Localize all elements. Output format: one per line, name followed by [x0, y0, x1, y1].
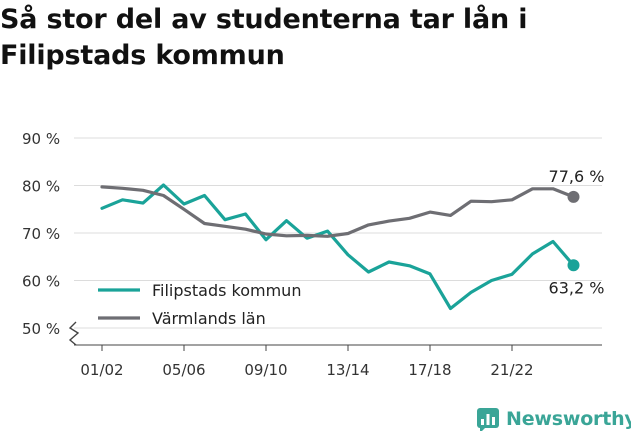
axis-break-icon	[68, 321, 80, 346]
legend-label: Filipstads kommun	[152, 281, 301, 300]
series-line-filipstad	[100, 183, 576, 311]
x-tick-label: 09/10	[244, 361, 287, 379]
y-tick-label: 80 %	[22, 178, 60, 196]
x-tick-label: 21/22	[490, 361, 533, 379]
legend: Filipstads kommun Värmlands län	[98, 281, 301, 328]
end-point-marker	[567, 190, 580, 203]
y-tick-label: 50 %	[22, 320, 60, 338]
x-tick-label: 01/02	[80, 361, 123, 379]
x-axis: 01/02 05/06 09/10 13/14 17/18 21/22	[74, 344, 602, 379]
newsworthy-brand: Newsworthy	[476, 407, 631, 431]
x-tick-label: 17/18	[408, 361, 451, 379]
grid-lines	[74, 137, 602, 329]
series-line-varmland	[100, 185, 576, 238]
y-tick-label: 90 %	[22, 130, 60, 148]
newsworthy-chart-icon	[477, 408, 499, 431]
end-value-label: 77,6 %	[549, 167, 605, 186]
x-tick-label: 05/06	[162, 361, 205, 379]
legend-label: Värmlands län	[152, 309, 266, 328]
y-tick-label: 60 %	[22, 273, 60, 291]
chart-title: Så stor del av studenterna tar lån i Fil…	[0, 4, 528, 71]
series-lines	[100, 183, 576, 311]
y-axis-tick-labels: 90 % 80 % 70 % 60 % 50 %	[22, 130, 80, 346]
series-end-markers: 63,2 % 77,6 %	[549, 167, 605, 297]
brand-name: Newsworthy	[506, 408, 631, 430]
end-point-marker	[567, 259, 580, 272]
end-value-label: 63,2 %	[549, 278, 605, 297]
x-tick-label: 13/14	[326, 361, 369, 379]
y-tick-label: 70 %	[22, 225, 60, 243]
